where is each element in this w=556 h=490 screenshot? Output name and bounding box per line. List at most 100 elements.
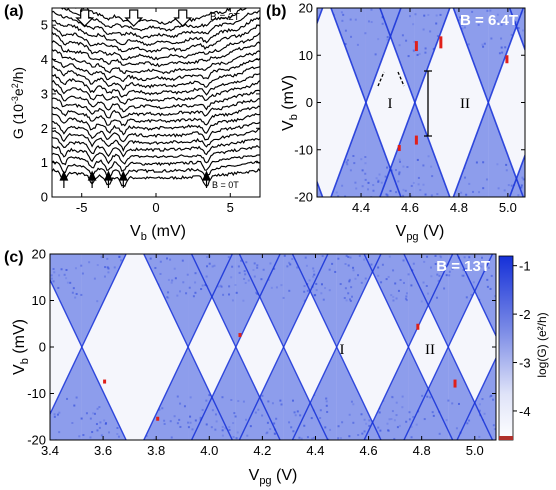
conducting-region — [188, 347, 236, 440]
red-spot — [414, 135, 418, 145]
conductance-trace — [52, 97, 260, 119]
conductance-trace — [52, 160, 260, 182]
y-tick-label: 20 — [299, 1, 313, 16]
coulomb-diamond — [50, 280, 82, 414]
panel-c-ylabel: Vb (mV) — [11, 319, 31, 375]
red-spot — [397, 145, 401, 152]
colorbar-label: log(G) (e²/h) — [535, 312, 549, 377]
x-tick-label: 0 — [152, 200, 159, 215]
diamond-edge — [187, 346, 234, 440]
y-tick-label: 1 — [41, 155, 48, 170]
diamond-edge — [487, 102, 525, 197]
diamond-edge — [365, 8, 402, 103]
conductance-trace — [52, 152, 260, 173]
panel-c-diamond-i: I — [340, 342, 345, 358]
panel-a-traces — [52, 8, 260, 188]
diamond-edge — [330, 8, 367, 103]
diamond-edge — [452, 102, 490, 197]
filled-arrow-icon — [104, 170, 113, 188]
conductance-trace — [52, 16, 260, 47]
diamond-edge — [330, 102, 367, 197]
diamond-edge — [379, 102, 416, 197]
conducting-region — [317, 102, 366, 197]
red-spot — [238, 333, 242, 338]
x-tick-label: 4.6 — [360, 443, 378, 458]
x-tick-label: 4.6 — [401, 200, 419, 215]
diamond-edge — [363, 254, 410, 348]
annotation-b-0t: B = 0T — [212, 180, 239, 190]
conducting-region — [317, 8, 366, 103]
y-tick-label: 5 — [41, 18, 48, 33]
diamond-edge — [365, 102, 402, 197]
colorbar-tick-label: -2 — [519, 307, 531, 322]
diamond-edge — [50, 278, 83, 348]
diamond-edge — [336, 254, 382, 348]
conductance-trace — [52, 112, 260, 136]
x-tick-label: 5 — [227, 200, 234, 215]
diamond-edge — [238, 346, 285, 440]
red-spot — [156, 416, 160, 421]
panel-b-heatmap — [317, 8, 556, 226]
diamond-edge — [403, 254, 449, 348]
diamond-edge — [81, 346, 127, 440]
conducting-region — [235, 347, 284, 440]
conducting-region — [50, 347, 82, 440]
diamond-edge — [456, 254, 496, 338]
y-tick-label: 10 — [32, 293, 46, 308]
diamond-edge — [545, 103, 556, 226]
y-tick-label: -20 — [27, 433, 46, 448]
coulomb-diamond — [317, 8, 366, 197]
conductance-trace — [52, 40, 260, 68]
conductance-trace — [52, 120, 260, 143]
filled-arrow-icon — [202, 170, 211, 188]
open-arrow-icon — [75, 9, 95, 27]
conducting-region — [336, 347, 409, 440]
diamond-edge — [190, 346, 237, 440]
x-tick-label: -5 — [76, 200, 88, 215]
diamond-edge — [143, 346, 189, 440]
panel-c-diamond-ii: II — [425, 342, 435, 358]
diamond-edge — [456, 356, 496, 440]
conductance-trace — [52, 168, 260, 188]
panel-b-title: B = 6.4T — [460, 12, 518, 29]
coulomb-diamond — [488, 26, 525, 179]
conducting-region — [488, 8, 525, 103]
red-spot — [453, 379, 457, 388]
diamond-edge — [403, 346, 449, 440]
conductance-trace — [52, 31, 260, 61]
panel-a-frame — [51, 7, 261, 198]
conductance-trace — [52, 73, 260, 98]
y-tick-label: 0 — [39, 340, 46, 355]
y-tick-label: 0 — [41, 190, 48, 205]
diamond-edge — [447, 254, 494, 348]
diamond-edge — [291, 346, 338, 440]
conducting-region — [81, 347, 189, 440]
panel-b-diamond-ii: II — [460, 96, 470, 112]
conducting-region — [188, 254, 236, 347]
panel-b-ylabel: Vb (mV) — [280, 75, 300, 131]
diamond-edge — [447, 346, 494, 440]
colorbar-low-marker — [499, 436, 513, 440]
red-spot — [416, 323, 420, 330]
panel-c-ticks: 3.4 3.6 3.8 4.0 4.2 4.4 4.6 4.8 5.0 20 10 0 -10 -20 — [27, 247, 496, 458]
conducting-region — [283, 254, 337, 347]
open-arrow-icon — [124, 9, 144, 27]
x-tick-label: 4.8 — [450, 200, 468, 215]
panel-a-ylabel: G (10-3e2/h) — [10, 67, 26, 139]
conducting-region — [448, 347, 496, 440]
diamond-edge — [379, 8, 416, 103]
diamond-edge — [190, 254, 237, 348]
coulomb-diamond — [448, 291, 496, 403]
diamond-edge — [235, 254, 281, 348]
conducting-region — [336, 254, 409, 347]
y-tick-label: 3 — [41, 86, 48, 101]
conductance-trace — [52, 128, 260, 153]
conducting-region — [365, 8, 415, 103]
y-tick-label: -10 — [27, 386, 46, 401]
y-tick-label: -10 — [294, 142, 313, 157]
diamond-edge — [81, 254, 127, 348]
colorbar-tick-label: -3 — [519, 356, 531, 371]
conducting-region — [414, 8, 489, 103]
conductance-trace — [52, 57, 260, 83]
